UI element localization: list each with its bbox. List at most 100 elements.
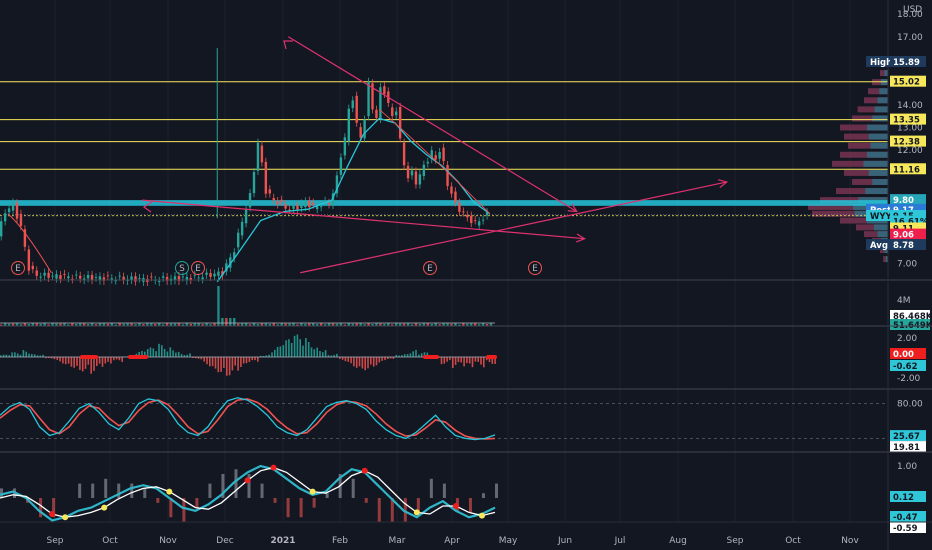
macd-hist-bar — [271, 352, 273, 357]
macd-hist-bar — [110, 357, 112, 364]
macd-hist-bar — [384, 357, 386, 361]
currency-label: USD — [903, 5, 922, 15]
macd-hist-bar — [265, 355, 268, 357]
macd-hist-bar — [288, 339, 290, 357]
candle-body — [276, 201, 279, 205]
price-tick-label: 18.00 — [897, 10, 923, 20]
wt-hist — [442, 483, 446, 498]
profile-bar — [852, 115, 888, 122]
candle-body — [252, 171, 256, 194]
macd-hist-bar — [93, 357, 95, 371]
price-tick-label: 14.00 — [897, 101, 923, 111]
macd-hist-bar — [333, 354, 335, 357]
volume-bar — [90, 323, 94, 326]
profile-bar-value — [868, 169, 888, 176]
volume-bar — [438, 324, 441, 326]
volume-bar — [284, 323, 287, 326]
volume-bar — [0, 324, 3, 326]
volume-bar — [35, 323, 38, 326]
macd-hist-bar — [8, 355, 10, 357]
macd-hist-bar — [276, 346, 279, 357]
volume-bar — [43, 323, 46, 326]
macd-hist-bar — [228, 357, 231, 376]
volume-bar — [387, 323, 390, 326]
macd-hist-bar — [53, 357, 56, 360]
macd-hist-bar — [146, 349, 149, 357]
volume-bar — [161, 324, 165, 326]
macd-hist-bar — [79, 357, 81, 370]
wt-hist — [130, 483, 134, 498]
volume-bar — [304, 323, 307, 326]
volume-bar — [150, 323, 153, 326]
candle-body — [237, 232, 240, 248]
macd-hist-bar — [67, 357, 70, 364]
candle-body — [426, 161, 429, 164]
candle-body — [51, 275, 54, 277]
volume-bar — [86, 324, 90, 326]
price-candles — [0, 48, 489, 287]
volume-bar — [288, 323, 291, 326]
candle-body — [466, 214, 469, 218]
time-axis-label: Feb — [332, 536, 348, 546]
price-tick-label: 17.00 — [897, 33, 923, 43]
volume-bar — [383, 323, 386, 326]
macd-hist-bar — [389, 357, 392, 359]
macd-hist-bar — [296, 334, 299, 357]
time-axis[interactable]: Sep Oct Nov Dec 2021 Feb Mar Apr May Jun Jul Aug Sep… — [47, 536, 860, 546]
macd-hist-bar — [211, 357, 214, 367]
profile-bar — [840, 217, 888, 224]
volume-bar — [19, 324, 23, 326]
volume-bar — [410, 324, 414, 326]
candle-body — [351, 100, 354, 109]
macd-hist-bar — [28, 353, 30, 357]
macd-hist-bar — [401, 355, 403, 357]
volume-bar — [414, 323, 418, 326]
macd-hist-bar — [454, 357, 457, 365]
price-tag-bg — [890, 55, 926, 67]
time-axis-label: Jul — [614, 536, 626, 546]
macd-hist-bar — [344, 357, 347, 362]
candle-body — [398, 106, 402, 139]
volume-bar — [205, 323, 208, 326]
wt-hist — [221, 474, 225, 498]
macd-hist-bar — [223, 357, 225, 368]
macd-hist-bar — [446, 357, 448, 362]
profile-bar — [856, 224, 888, 231]
macd-hist-bar — [76, 357, 78, 366]
volume-bar — [47, 324, 50, 326]
macd-hist-bar — [25, 351, 27, 357]
volume-bar — [442, 323, 445, 326]
volume-bar — [15, 323, 19, 326]
candle-body — [63, 273, 66, 275]
candle-body — [79, 275, 82, 279]
macd-hist-bar — [485, 357, 488, 361]
candle-body — [296, 205, 299, 210]
macd-tag-value: -0.62 — [893, 362, 918, 372]
wt-hist — [495, 483, 498, 498]
volume-bar — [454, 323, 457, 326]
ma-line — [216, 117, 491, 283]
candle-body — [233, 252, 236, 259]
volume-bar — [23, 323, 27, 326]
candle-body — [268, 189, 271, 194]
stoch-d-line — [0, 398, 496, 440]
macd-hist-bar — [11, 352, 13, 357]
volume-bar — [391, 324, 394, 326]
volume-bar — [173, 323, 177, 326]
price-tag-bg — [890, 215, 926, 227]
profile-bar — [840, 124, 888, 131]
wt-hist — [351, 478, 355, 498]
wt-hist — [299, 498, 303, 518]
trendline-arrow — [717, 179, 729, 189]
macd-hist-bar — [73, 357, 75, 368]
macd-hist-bar — [403, 354, 406, 357]
macd-hist-bar — [474, 357, 477, 362]
volume-tag-value: 86.468K — [893, 312, 932, 322]
macd-hist-bar — [203, 357, 205, 362]
candle-body — [11, 202, 15, 211]
price-tag-bg — [890, 75, 926, 87]
candle-body — [31, 265, 34, 270]
